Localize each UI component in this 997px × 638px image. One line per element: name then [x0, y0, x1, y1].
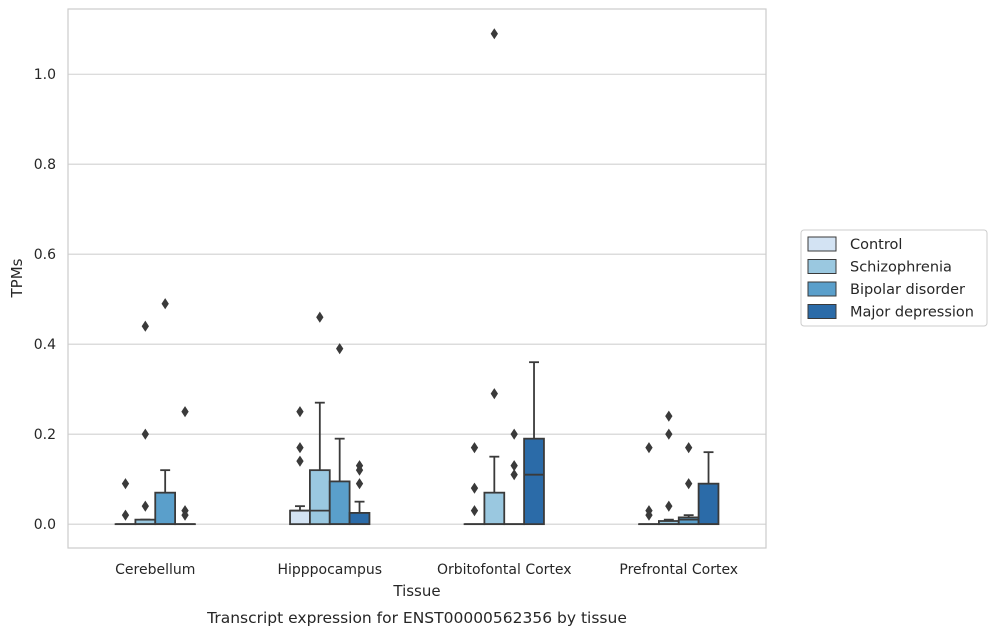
box-group — [679, 443, 699, 524]
legend-label: Major depression — [850, 305, 974, 321]
outlier-point — [471, 483, 478, 493]
box-group — [699, 452, 719, 524]
outlier-point — [471, 506, 478, 516]
outlier-point — [297, 443, 304, 453]
outlier-point — [142, 501, 149, 511]
legend-label: Control — [850, 237, 902, 253]
outlier-point — [297, 407, 304, 417]
outlier-point — [685, 479, 692, 489]
legend: Control Schizophrenia Bipolar disorder Majo… — [801, 230, 987, 326]
outlier-point — [317, 312, 324, 322]
box-group — [659, 411, 679, 524]
box — [679, 517, 699, 524]
outlier-point — [511, 470, 518, 480]
x-axis-label: Tissue — [392, 582, 440, 600]
box-group — [290, 407, 310, 524]
box — [484, 493, 504, 524]
plot-frame — [68, 9, 766, 548]
box — [155, 493, 175, 524]
box-group — [524, 362, 544, 524]
box-group — [504, 429, 524, 524]
outlier-point — [511, 429, 518, 439]
outlier-point — [162, 299, 169, 309]
box-group — [350, 461, 370, 524]
x-tick-label: Cerebellum — [115, 562, 195, 578]
legend-label: Bipolar disorder — [850, 282, 965, 298]
chart-caption: Transcript expression for ENST0000056235… — [206, 609, 627, 627]
outlier-point — [142, 429, 149, 439]
y-tick-label: 0.0 — [34, 517, 56, 533]
box-group — [175, 407, 195, 524]
outlier-point — [491, 29, 498, 39]
outlier-point — [297, 456, 304, 466]
outlier-point — [685, 443, 692, 453]
x-tick-label: Hipppocampus — [277, 562, 382, 578]
box — [330, 481, 350, 524]
y-tick-label: 0.8 — [34, 157, 56, 173]
box-group — [484, 29, 504, 524]
legend-swatch — [808, 260, 836, 274]
x-tick-label: Orbitofontal Cortex — [437, 562, 572, 578]
boxes — [116, 29, 719, 524]
box — [524, 439, 544, 524]
legend-swatch — [808, 282, 836, 296]
outlier-point — [666, 429, 673, 439]
y-axis-label: TPMs — [8, 258, 26, 298]
x-tick-label: Prefrontal Cortex — [619, 562, 738, 578]
box — [290, 511, 310, 524]
box-group — [116, 479, 136, 525]
outlier-point — [182, 407, 189, 417]
outlier-point — [142, 321, 149, 331]
grid-lines — [68, 74, 766, 524]
legend-label: Schizophrenia — [850, 260, 952, 276]
box — [310, 470, 330, 524]
outlier-point — [491, 389, 498, 399]
outlier-point — [122, 510, 129, 520]
y-tick-label: 0.6 — [34, 247, 56, 263]
y-tick-label: 0.4 — [34, 337, 56, 353]
outlier-point — [471, 443, 478, 453]
box — [699, 484, 719, 524]
legend-swatch — [808, 237, 836, 251]
box-group — [465, 443, 485, 524]
y-tick-label: 1.0 — [34, 67, 56, 83]
outlier-point — [646, 443, 653, 453]
box-group — [639, 443, 659, 524]
x-tick-labels: Cerebellum Hipppocampus Orbitofontal Corte… — [115, 562, 738, 578]
outlier-point — [336, 344, 343, 354]
y-tick-label: 0.2 — [34, 427, 56, 443]
box-group — [155, 299, 175, 524]
y-tick-labels: 0.0 0.2 0.4 0.6 0.8 1.0 — [34, 67, 56, 533]
legend-swatch — [808, 305, 836, 319]
box-group — [135, 321, 155, 524]
box — [350, 513, 370, 524]
outlier-point — [356, 479, 363, 489]
outlier-point — [666, 411, 673, 421]
outlier-point — [122, 479, 129, 489]
outlier-point — [666, 501, 673, 511]
